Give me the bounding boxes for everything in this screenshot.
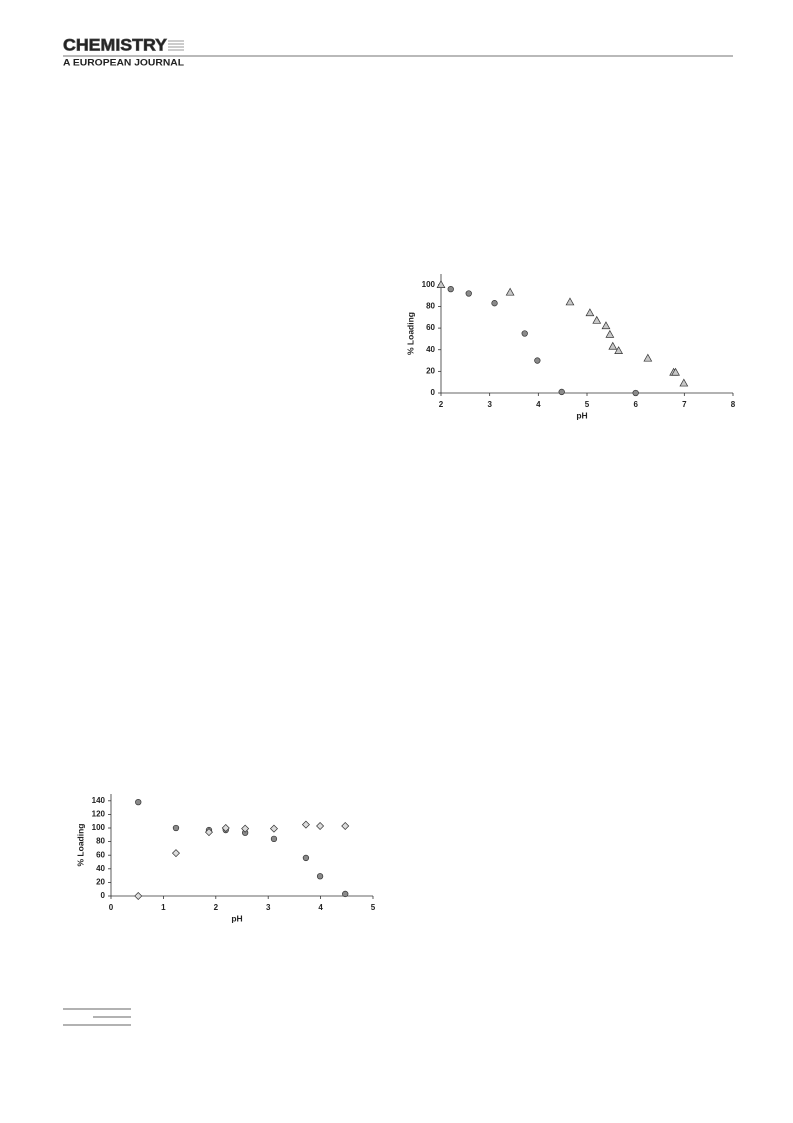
x-tick-label: 6 — [633, 400, 638, 409]
y-tick-label: 120 — [92, 810, 106, 819]
y-tick-label: 140 — [92, 796, 106, 805]
point — [171, 849, 180, 858]
point — [534, 357, 541, 364]
point — [643, 353, 653, 362]
point — [632, 389, 639, 397]
point — [605, 329, 615, 338]
x-axis-label: pH — [576, 410, 587, 420]
y-tick-label: 80 — [96, 837, 105, 846]
y-tick-label: 0 — [431, 388, 436, 397]
point — [592, 315, 602, 324]
y-tick-label: 40 — [426, 345, 435, 354]
y-tick-label: 100 — [92, 823, 106, 832]
point — [135, 799, 142, 806]
point — [585, 308, 595, 317]
point — [270, 835, 278, 843]
point — [134, 892, 143, 900]
x-tick-label: 5 — [585, 400, 590, 409]
point — [491, 300, 498, 307]
y-axis-label: % Loading — [405, 312, 415, 355]
y-tick-label: 100 — [422, 280, 436, 289]
point — [221, 824, 230, 832]
point — [301, 820, 310, 829]
journal-subtitle: A EUROPEAN JOURNAL — [63, 58, 184, 69]
x-tick-label: 2 — [214, 903, 219, 912]
point — [241, 824, 250, 833]
point — [269, 824, 278, 833]
x-tick-label: 8 — [731, 400, 736, 409]
y-tick-label: 80 — [426, 302, 435, 311]
point — [302, 854, 310, 862]
point — [342, 890, 349, 898]
y-axis-label: % Loading — [75, 824, 85, 867]
y-tick-label: 60 — [96, 850, 105, 859]
x-tick-label: 3 — [266, 903, 271, 912]
point — [521, 330, 528, 337]
point — [679, 378, 689, 387]
point — [558, 388, 565, 396]
x-tick-label: 7 — [682, 400, 687, 409]
point — [608, 341, 618, 350]
point — [316, 873, 324, 880]
point — [565, 297, 575, 306]
y-tick-label: 60 — [426, 323, 435, 332]
point — [204, 828, 213, 837]
point — [341, 821, 350, 830]
x-tick-label: 0 — [109, 903, 114, 912]
point — [436, 280, 446, 288]
x-tick-label: 1 — [161, 903, 166, 912]
point — [316, 821, 325, 830]
point — [614, 346, 624, 354]
journal-title: CHEMISTRY — [63, 35, 168, 54]
x-tick-label: 4 — [318, 903, 323, 912]
footnote-rules — [63, 1008, 131, 1026]
journal-stripes — [168, 40, 184, 51]
chart: 0 20 40 60 80 100 2 3 4 5 6 7 8 pH % Loading — [405, 274, 736, 420]
y-tick-label: 20 — [96, 878, 105, 887]
point — [601, 321, 611, 330]
point — [447, 285, 454, 293]
x-axis-label: pH — [231, 913, 242, 923]
x-tick-label: 5 — [371, 903, 376, 912]
y-tick-label: 0 — [101, 891, 106, 900]
x-tick-label: 4 — [536, 400, 541, 409]
point — [671, 367, 680, 376]
chart: 0 20 40 60 80 100 120 140 0 1 2 3 4 5 pH % Loading — [75, 794, 376, 923]
x-tick-label: 2 — [439, 400, 444, 409]
x-tick-label: 3 — [487, 400, 492, 409]
point — [505, 287, 515, 296]
point — [172, 824, 180, 832]
y-tick-label: 40 — [96, 864, 105, 873]
y-tick-label: 20 — [426, 366, 435, 375]
point — [465, 290, 472, 297]
